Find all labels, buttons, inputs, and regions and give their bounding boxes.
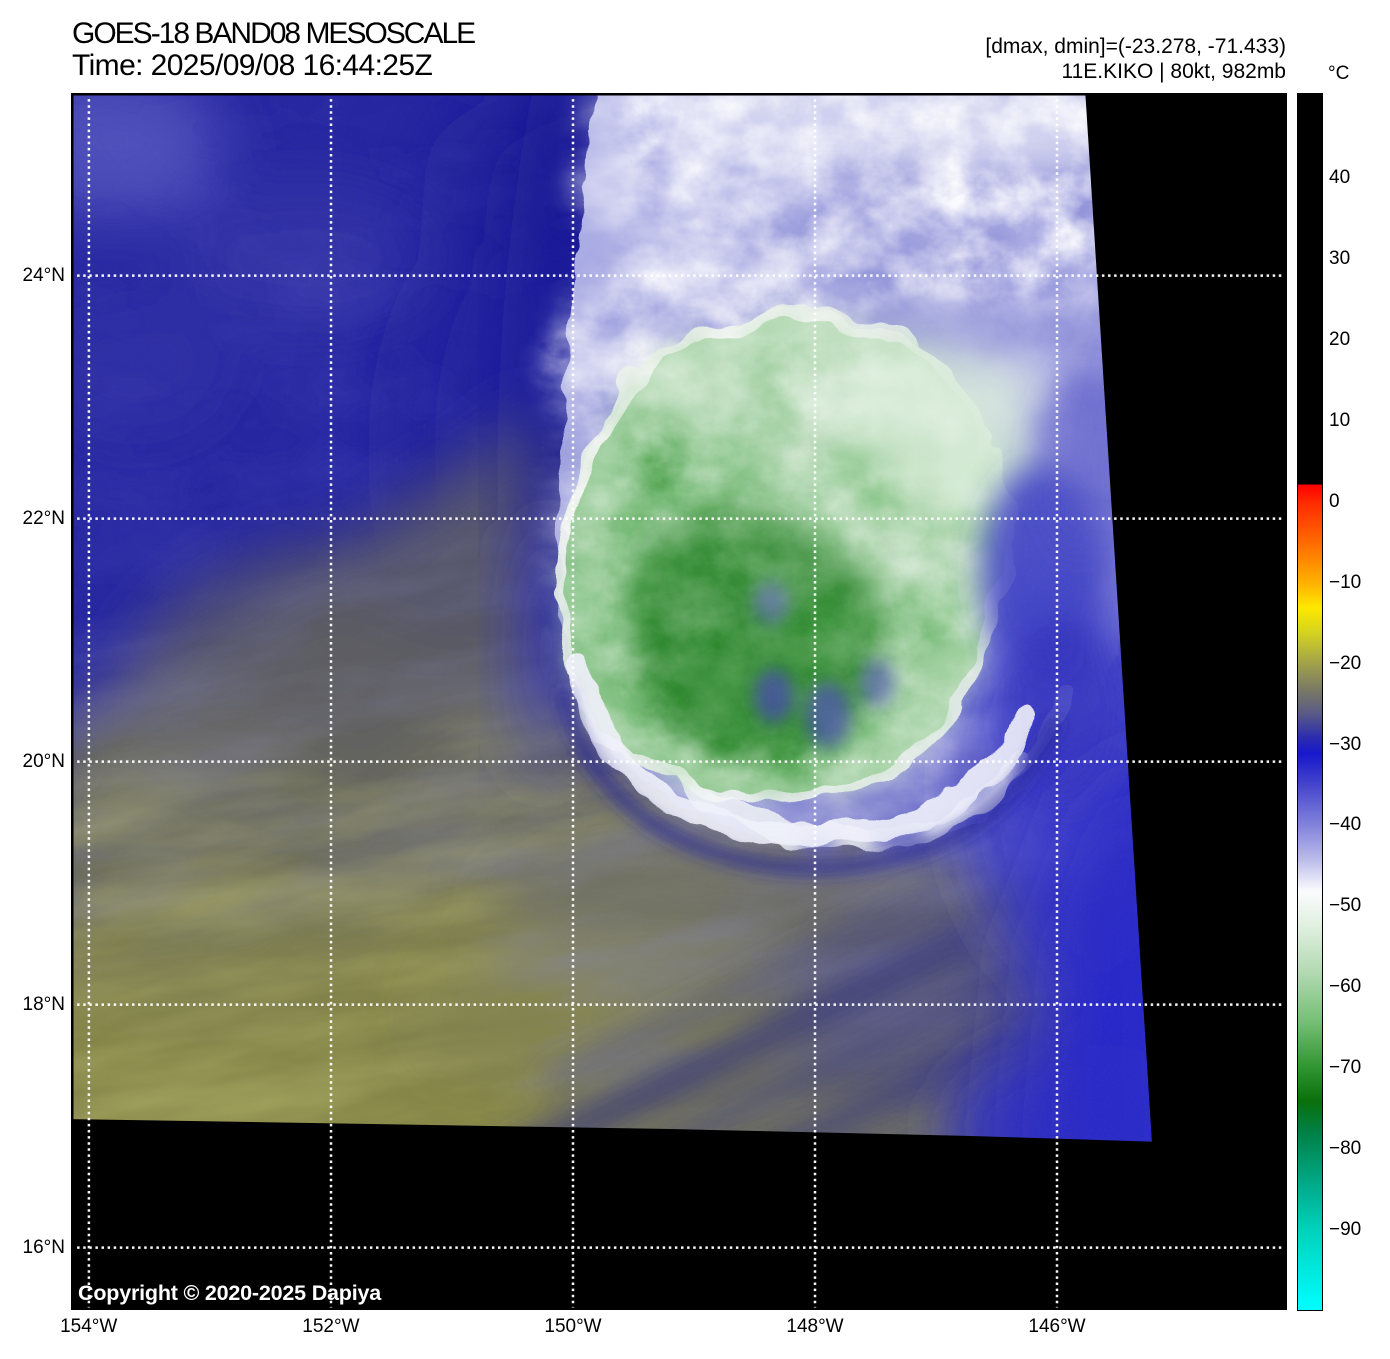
svg-text:Copyright © 2020-2025 Dapiya: Copyright © 2020-2025 Dapiya	[78, 1281, 382, 1305]
